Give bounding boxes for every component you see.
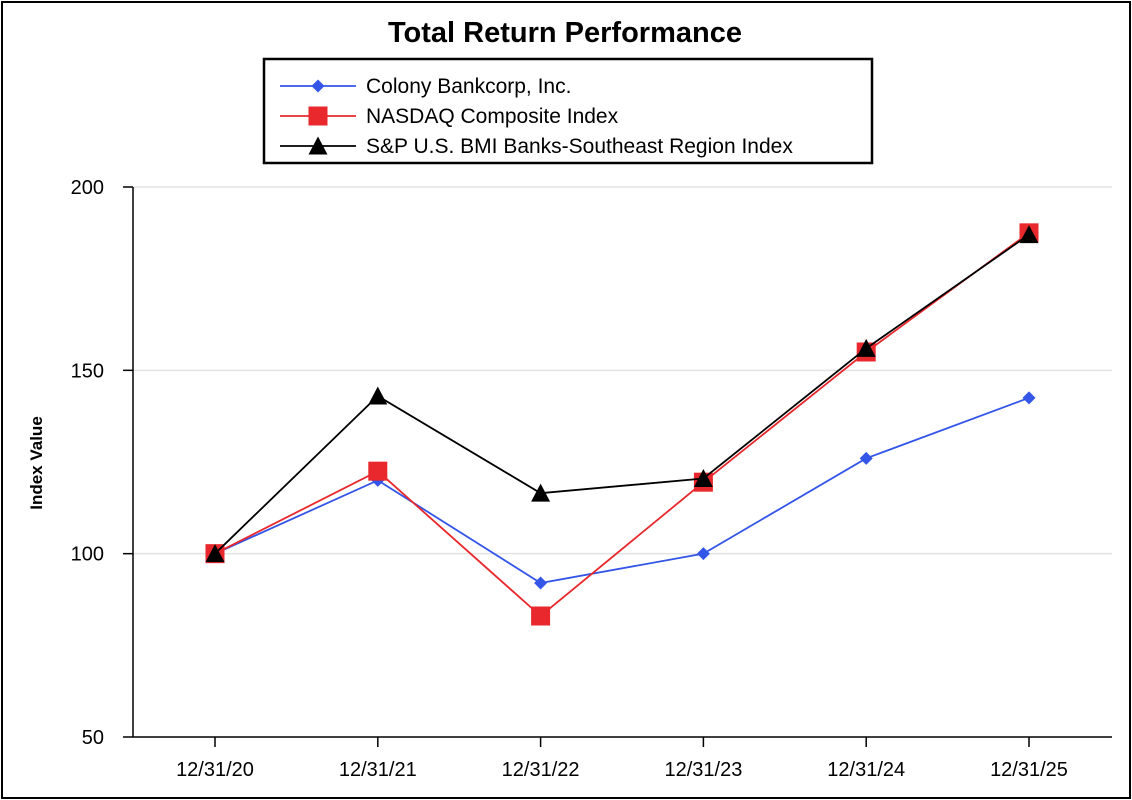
series-line [214,232,1030,618]
axes [132,187,1112,738]
data-point [1022,391,1036,405]
data-point [368,386,388,405]
legend-marker [308,136,328,155]
data-point [205,544,225,563]
gridlines [133,186,1112,555]
x-tick-label: 12/31/21 [339,759,417,781]
data-point [534,576,548,590]
x-axis-ticks: 12/31/20 12/31/21 12/31/22 12/31/23 12/31/24… [176,737,1068,781]
legend-label: NASDAQ Composite Index [366,105,619,128]
legend-item: NASDAQ Composite Index [280,105,619,128]
legend-box [262,57,874,165]
series-line [214,233,1030,555]
y-axis-label: Index Value [27,416,46,510]
legend-marker [308,106,328,126]
x-tick-label: 12/31/23 [664,759,742,781]
y-tick-label: 50 [82,727,104,749]
data-point [696,547,710,561]
y-axis-ticks: 50 100 150 200 [71,177,133,749]
data-point [693,469,713,487]
legend-label: Colony Bankcorp, Inc. [366,75,571,98]
x-tick-label: 12/31/25 [990,759,1068,781]
series-square [205,223,1039,626]
legend-marker [311,79,325,93]
data-point [859,451,873,465]
plot-series [205,223,1039,626]
y-tick-label: 150 [71,360,104,382]
series-triangle [205,225,1039,563]
data-point [368,461,388,481]
data-point [856,338,876,357]
legend-item: S&P U.S. BMI Banks-Southeast Region Inde… [280,135,793,158]
x-tick-label: 12/31/24 [827,759,905,781]
series-line [214,396,1030,584]
chart-title: Total Return Performance [388,17,742,49]
data-point [531,606,551,626]
y-tick-label: 200 [71,177,104,199]
legend-item: Colony Bankcorp, Inc. [280,75,571,98]
legend-label: S&P U.S. BMI Banks-Southeast Region Inde… [366,135,793,158]
y-tick-label: 100 [71,544,104,566]
legend: Colony Bankcorp, Inc. NASDAQ Composite In… [262,57,874,165]
series-diamond [208,391,1036,590]
data-point [1019,225,1039,244]
x-tick-label: 12/31/22 [502,759,580,781]
x-tick-label: 12/31/20 [176,759,254,781]
data-point [531,483,551,502]
